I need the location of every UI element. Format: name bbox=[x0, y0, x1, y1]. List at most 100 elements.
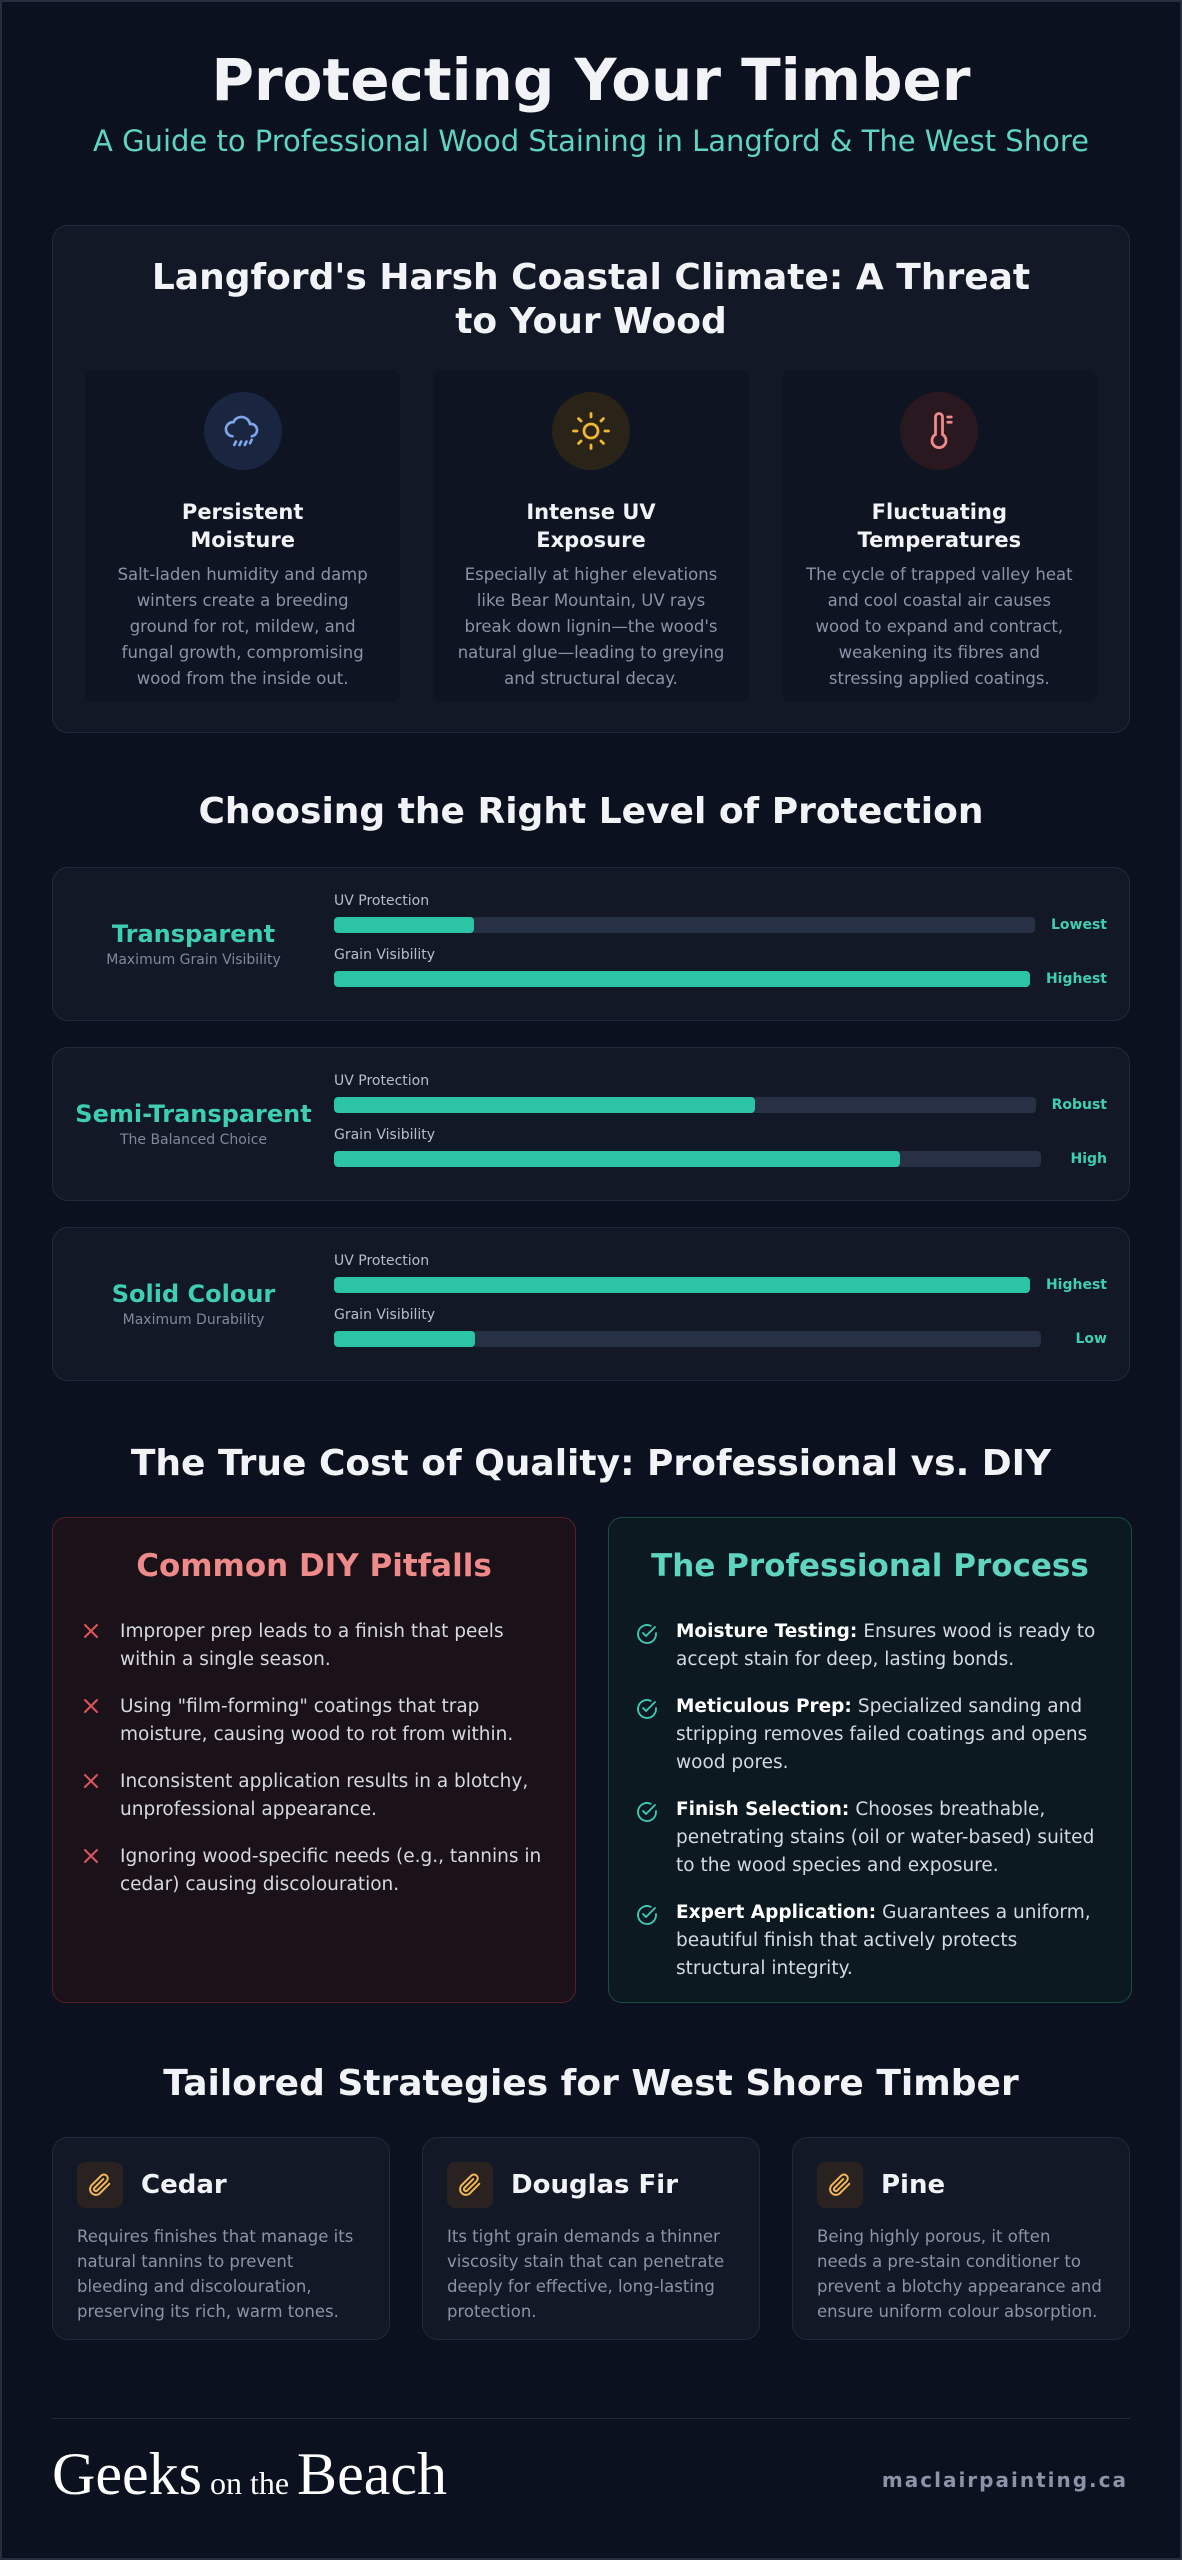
item-body: Specialized sanding and stripping remove… bbox=[676, 1696, 1088, 1773]
metric-row: Robust bbox=[334, 1095, 1107, 1115]
protection-card: Solid Colour Maximum Durability UV Protect… bbox=[52, 1227, 1130, 1381]
website[interactable]: maclairpainting.ca bbox=[881, 2468, 1128, 2492]
marker bbox=[609, 1693, 676, 1777]
climate-card: Persistent Moisture Salt-laden humidity a… bbox=[85, 370, 401, 702]
wood-text: Its tight grain demands a thinner viscos… bbox=[447, 2227, 725, 2321]
check-icon bbox=[636, 1905, 657, 1925]
metric-row: Highest bbox=[334, 969, 1107, 989]
list-item: Moisture Testing: Ensures wood is ready t… bbox=[609, 1618, 1131, 1674]
list-item: Finish Selection: Chooses breathable, pen… bbox=[609, 1796, 1131, 1880]
metrics: UV Protection Robust Grain Visibility High bbox=[334, 1067, 1129, 1181]
cross-icon bbox=[83, 1849, 98, 1863]
wood-icon-box bbox=[77, 2162, 123, 2208]
list-item: Using "film-forming" coatings that trap … bbox=[53, 1693, 575, 1749]
bar bbox=[334, 917, 475, 933]
wood-icon-box bbox=[447, 2162, 493, 2208]
marker bbox=[53, 1618, 120, 1674]
wood-text: Requires finishes that manage its natura… bbox=[77, 2227, 354, 2321]
protection-card: Semi-Transparent The Balanced Choice UV Pr… bbox=[52, 1047, 1130, 1201]
check-icon bbox=[636, 1624, 657, 1644]
item-lead: Meticulous Prep: bbox=[676, 1696, 852, 1717]
bar bbox=[334, 971, 1030, 987]
logo-text: Beach bbox=[297, 2441, 447, 2507]
climate-cards: Persistent Moisture Salt-laden humidity a… bbox=[85, 370, 1097, 702]
card-title: Persistent Moisture bbox=[181, 500, 304, 552]
icon-circle bbox=[551, 392, 630, 470]
climate-card: Intense UV Exposure Especially at higher … bbox=[433, 370, 749, 702]
cross-icon bbox=[83, 1624, 98, 1638]
metric-row: Highest bbox=[334, 1275, 1107, 1295]
metric-label: UV Protection bbox=[334, 1073, 430, 1089]
icon-circle bbox=[203, 392, 282, 470]
wood-card: Douglas Fir Its tight grain demands a thi… bbox=[422, 2137, 760, 2340]
bar-track bbox=[334, 971, 1030, 987]
item-text: Using "film-forming" coatings that trap … bbox=[120, 1696, 514, 1745]
item-text: Inconsistent application results in a bl… bbox=[120, 1771, 529, 1820]
diy-title: Common DIY Pitfalls bbox=[136, 1548, 492, 1584]
card-text: Salt-laden humidity and damp winters cre… bbox=[117, 565, 368, 688]
protection-card: Transparent Maximum Grain Visibility UV Pr… bbox=[52, 867, 1130, 1021]
metric-label: Grain Visibility bbox=[334, 947, 436, 963]
rating: Highest bbox=[1045, 1277, 1107, 1293]
metric-row: Low bbox=[334, 1329, 1107, 1349]
marker bbox=[53, 1693, 120, 1749]
item-body: Guarantees a uniform, beautiful finish t… bbox=[676, 1902, 1091, 1979]
item-text: Ignoring wood-specific needs (e.g., tann… bbox=[120, 1846, 542, 1895]
pro-list: Moisture Testing: Ensures wood is ready t… bbox=[609, 1618, 1131, 1983]
wood-card: Cedar Requires finishes that manage its n… bbox=[52, 2137, 390, 2340]
wood-icon bbox=[89, 2173, 111, 2196]
cross-icon bbox=[83, 1699, 98, 1713]
card-title: Intense UV Exposure bbox=[526, 500, 656, 552]
metric-label: UV Protection bbox=[334, 1253, 430, 1269]
diy-list: Improper prep leads to a finish that pee… bbox=[53, 1618, 575, 1899]
logo: Geeks on the Beach bbox=[52, 2440, 447, 2509]
section-title: Choosing the Right Level of Protection bbox=[198, 791, 984, 832]
icon bbox=[930, 412, 953, 449]
card-text: Especially at higher elevations like Bea… bbox=[457, 565, 725, 688]
rating: Robust bbox=[1051, 1097, 1107, 1113]
list-item: Expert Application: Guarantees a uniform,… bbox=[609, 1899, 1131, 1983]
divider bbox=[52, 2418, 1130, 2419]
wood-name: Douglas Fir bbox=[511, 2170, 679, 2200]
option-label: Solid Colour Maximum Durability bbox=[53, 1280, 334, 1328]
item-lead: Finish Selection: bbox=[676, 1799, 850, 1820]
section-title: The True Cost of Quality: Professional v… bbox=[130, 1443, 1052, 1484]
item-text: Moisture Testing: Ensures wood is ready t… bbox=[676, 1618, 1101, 1674]
list-item: Ignoring wood-specific needs (e.g., tann… bbox=[53, 1843, 575, 1899]
wood-card: Pine Being highly porous, it often needs … bbox=[792, 2137, 1130, 2340]
section-title: Tailored Strategies for West Shore Timbe… bbox=[163, 2063, 1019, 2104]
subtitle: A Guide to Professional Wood Staining in… bbox=[93, 124, 1089, 158]
pro-title: The Professional Process bbox=[651, 1548, 1089, 1584]
wood-name: Cedar bbox=[141, 2170, 227, 2200]
item-text: Expert Application: Guarantees a uniform,… bbox=[676, 1899, 1101, 1983]
icon bbox=[224, 415, 258, 447]
list-item: Meticulous Prep: Specialized sanding and … bbox=[609, 1693, 1131, 1777]
metric-label: UV Protection bbox=[334, 893, 430, 909]
list-item: Improper prep leads to a finish that pee… bbox=[53, 1618, 575, 1674]
bar bbox=[334, 1097, 755, 1113]
metric-label: Grain Visibility bbox=[334, 1127, 436, 1143]
item-text: Finish Selection: Chooses breathable, pen… bbox=[676, 1796, 1101, 1880]
cross-icon bbox=[83, 1774, 98, 1788]
option-subtitle: Maximum Durability bbox=[122, 1312, 265, 1328]
option-label: Semi-Transparent The Balanced Choice bbox=[53, 1100, 334, 1148]
marker bbox=[53, 1843, 120, 1899]
option-label: Transparent Maximum Grain Visibility bbox=[53, 920, 334, 968]
icon bbox=[572, 412, 610, 450]
item-text: Improper prep leads to a finish that pee… bbox=[120, 1621, 504, 1670]
wood-text: Being highly porous, it often needs a pr… bbox=[817, 2227, 1102, 2321]
option-subtitle: Maximum Grain Visibility bbox=[106, 952, 281, 968]
bar bbox=[334, 1331, 476, 1347]
icon-circle bbox=[900, 392, 979, 470]
bar-track bbox=[334, 917, 1035, 933]
bar bbox=[334, 1151, 900, 1167]
logo-text: Geeks bbox=[52, 2441, 202, 2507]
list-item: Inconsistent application results in a bl… bbox=[53, 1768, 575, 1824]
marker bbox=[609, 1618, 676, 1674]
climate-card: Langford's Harsh Coastal Climate: A Thre… bbox=[52, 225, 1130, 733]
wood-header: Pine bbox=[817, 2162, 1105, 2208]
wood-icon bbox=[459, 2173, 481, 2196]
wood-header: Cedar bbox=[77, 2162, 365, 2208]
bar-track bbox=[334, 1331, 1041, 1347]
